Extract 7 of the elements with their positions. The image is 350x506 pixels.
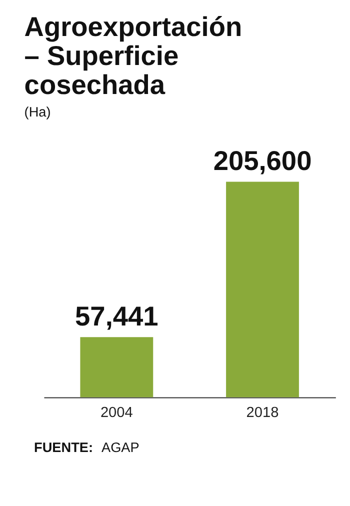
x-tick-label: 2018 [246, 405, 279, 422]
x-tick-label: 2004 [100, 405, 133, 422]
source-note: FUENTE: AGAP [34, 440, 140, 455]
data-label: 205,600 [213, 145, 312, 176]
data-label: 57,441 [75, 300, 158, 332]
chart-title: Agroexportación – Superficie cosechada [24, 10, 242, 100]
chart-subtitle: (Ha) [24, 104, 51, 120]
